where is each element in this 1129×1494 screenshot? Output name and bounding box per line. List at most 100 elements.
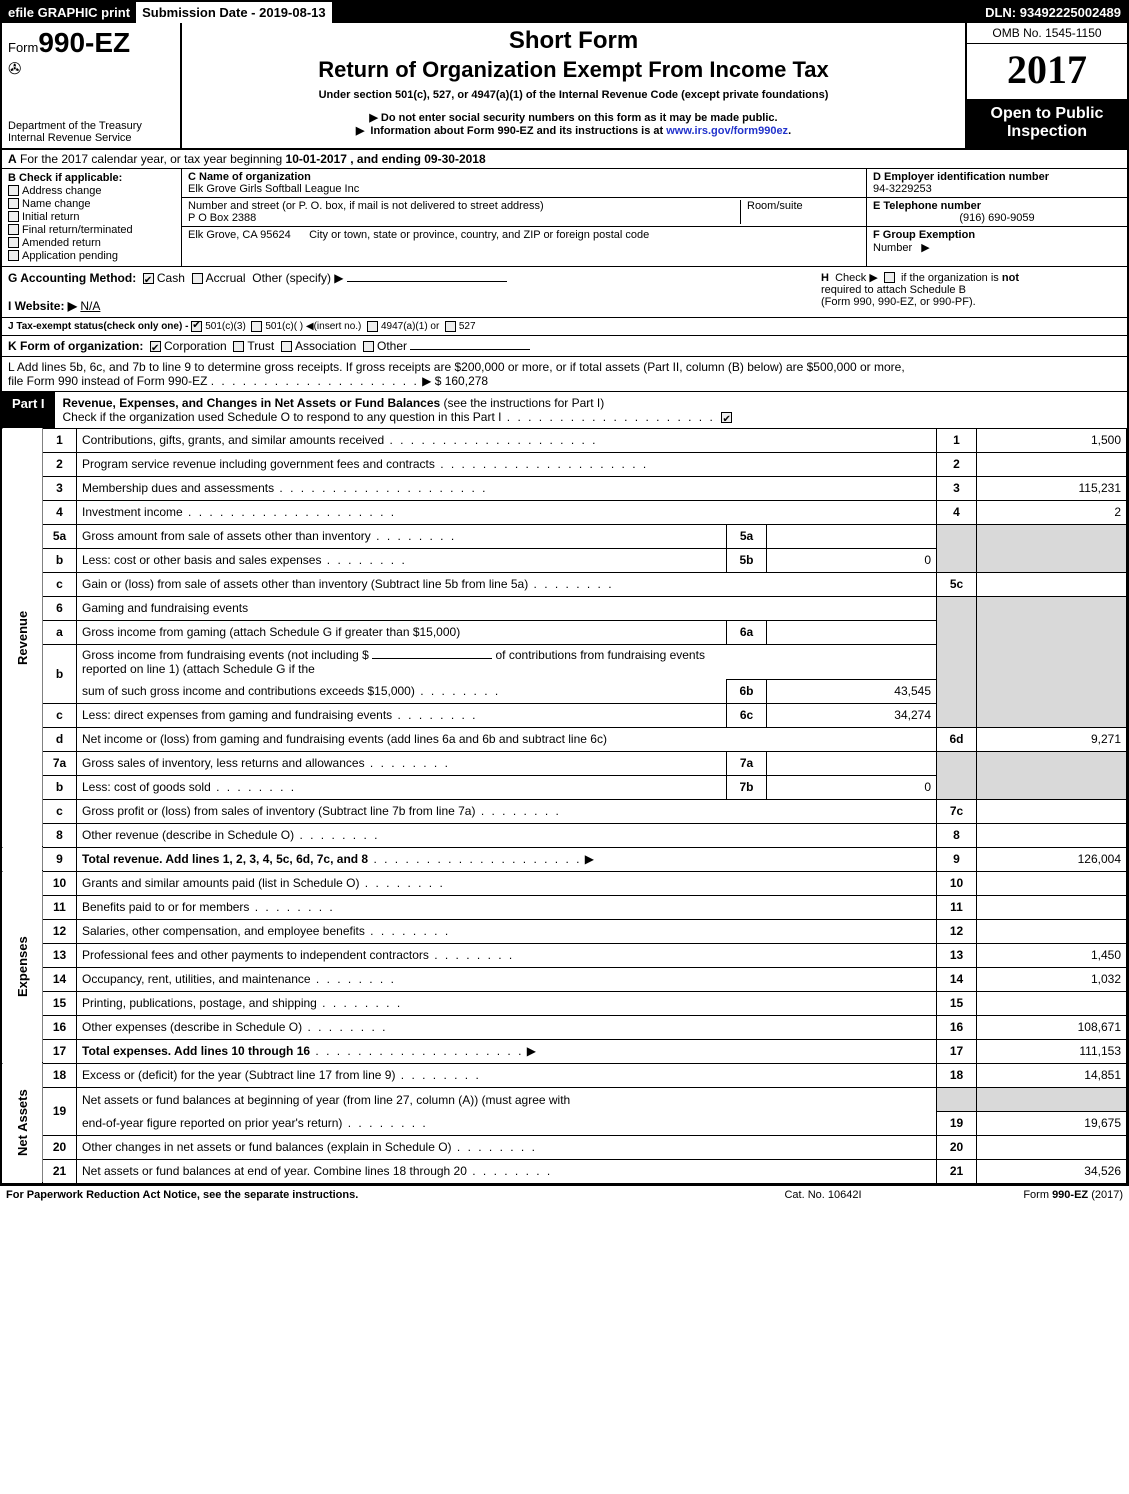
l-text1: L Add lines 5b, 6c, and 7b to line 9 to … xyxy=(8,360,905,374)
amt-14: 1,032 xyxy=(977,967,1127,991)
desc-6c-text: Less: direct expenses from gaming and fu… xyxy=(82,708,392,722)
subv-5a xyxy=(767,524,937,548)
num-15: 15 xyxy=(937,991,977,1015)
chk-527[interactable] xyxy=(445,321,456,332)
ln-1: 1 xyxy=(43,428,77,452)
chk-application-pending[interactable]: Application pending xyxy=(8,250,175,262)
footer-right: Form 990-EZ (2017) xyxy=(923,1189,1123,1201)
chk-other-org[interactable] xyxy=(363,341,374,352)
num-13: 13 xyxy=(937,943,977,967)
ln-16: 16 xyxy=(43,1015,77,1039)
city-value: Elk Grove, CA 95624 xyxy=(188,229,291,241)
footer: For Paperwork Reduction Act Notice, see … xyxy=(0,1186,1129,1204)
subv-7a xyxy=(767,751,937,775)
other-specify-line[interactable] xyxy=(347,281,507,282)
sub-6b: 6b xyxy=(727,679,767,703)
chk-corp[interactable] xyxy=(150,341,161,352)
ln-7b: b xyxy=(43,775,77,799)
chk-h[interactable] xyxy=(884,272,895,283)
footer-r-post: (2017) xyxy=(1088,1189,1123,1201)
label-b: B xyxy=(8,172,16,184)
arrow-line-1: Do not enter social security numbers on … xyxy=(190,111,957,124)
desc-6b-2: sum of such gross income and contributio… xyxy=(77,679,727,703)
arrow1-text: Do not enter social security numbers on … xyxy=(381,112,778,124)
ln-17: 17 xyxy=(43,1039,77,1063)
part1-title-rest: (see the instructions for Part I) xyxy=(440,396,604,410)
desc-1: Contributions, gifts, grants, and simila… xyxy=(77,428,937,452)
ln-6: 6 xyxy=(43,596,77,620)
ln-20: 20 xyxy=(43,1135,77,1159)
submission-date-value: 2019-08-13 xyxy=(259,5,326,20)
desc-12-text: Salaries, other compensation, and employ… xyxy=(82,924,365,938)
ln-6c: c xyxy=(43,703,77,727)
open-line2: Inspection xyxy=(1007,123,1087,140)
chk-accrual[interactable] xyxy=(192,273,203,284)
ln-3: 3 xyxy=(43,476,77,500)
chk-assoc[interactable] xyxy=(281,341,292,352)
desc-9-text: Total revenue. Add lines 1, 2, 3, 4, 5c,… xyxy=(82,852,368,866)
amt-16: 108,671 xyxy=(977,1015,1127,1039)
footer-mid: Cat. No. 10642I xyxy=(723,1189,923,1201)
instructions-link[interactable]: www.irs.gov/form990ez xyxy=(666,125,788,137)
chk-name-change[interactable]: Name change xyxy=(8,198,175,210)
rev-spacer xyxy=(2,847,43,871)
form-prefix: Form xyxy=(8,40,38,55)
l-text2: file Form 990 instead of Form 990-EZ xyxy=(8,374,207,388)
ln-6a: a xyxy=(43,620,77,644)
desc-7c: Gross profit or (loss) from sales of inv… xyxy=(77,799,937,823)
chk-address-change[interactable]: Address change xyxy=(8,185,175,197)
desc-17: Total expenses. Add lines 10 through 16 … xyxy=(77,1039,937,1063)
desc-21: Net assets or fund balances at end of ye… xyxy=(77,1159,937,1183)
label-a: A xyxy=(8,152,17,166)
num-20: 20 xyxy=(937,1135,977,1159)
num-8: 8 xyxy=(937,823,977,847)
chk-4947[interactable] xyxy=(367,321,378,332)
amt-17: 111,153 xyxy=(977,1039,1127,1063)
chk-initial-return[interactable]: Initial return xyxy=(8,211,175,223)
part1-check-line: Check if the organization used Schedule … xyxy=(63,410,502,424)
chk-501c[interactable] xyxy=(251,321,262,332)
desc-18-text: Excess or (deficit) for the year (Subtra… xyxy=(82,1068,395,1082)
ln-7c: c xyxy=(43,799,77,823)
form-number: Form990-EZ xyxy=(8,27,174,59)
chk-trust[interactable] xyxy=(233,341,244,352)
blank-6b[interactable] xyxy=(372,658,492,659)
chk-amended-return[interactable]: Amended return xyxy=(8,237,175,249)
chk-final-return[interactable]: Final return/terminated xyxy=(8,224,175,236)
room-label: Room/suite xyxy=(747,200,803,212)
ein-value: 94-3229253 xyxy=(873,183,932,195)
amt-3: 115,231 xyxy=(977,476,1127,500)
org-name: Elk Grove Girls Softball League Inc xyxy=(188,183,359,195)
arrow2-post: . xyxy=(788,125,791,137)
desc-6b-d3: reported on line 1) (attach Schedule G i… xyxy=(82,662,315,676)
chk-501c3[interactable] xyxy=(191,321,202,332)
amt-1: 1,500 xyxy=(977,428,1127,452)
sub-5b: 5b xyxy=(727,548,767,572)
num-19: 19 xyxy=(937,1111,977,1135)
ln-13: 13 xyxy=(43,943,77,967)
g-accounting: G Accounting Method: Cash Accrual Other … xyxy=(8,271,821,313)
subv-5b: 0 xyxy=(767,548,937,572)
header-right: OMB No. 1545-1150 2017 Open to Public In… xyxy=(967,23,1127,148)
ln-5c: c xyxy=(43,572,77,596)
desc-6: Gaming and fundraising events xyxy=(77,596,937,620)
num-11: 11 xyxy=(937,895,977,919)
ein-label: D Employer identification number xyxy=(873,171,1049,183)
ln-5b: b xyxy=(43,548,77,572)
desc-4-text: Investment income xyxy=(82,505,183,519)
ln-11: 11 xyxy=(43,895,77,919)
ln-10: 10 xyxy=(43,871,77,895)
num-10: 10 xyxy=(937,871,977,895)
opt-other: Other (specify) ▶ xyxy=(252,271,343,285)
sub-7a: 7a xyxy=(727,751,767,775)
submission-date: Submission Date - 2019-08-13 xyxy=(136,2,334,23)
chk-schedule-o[interactable] xyxy=(721,412,732,423)
desc-13: Professional fees and other payments to … xyxy=(77,943,937,967)
desc-14: Occupancy, rent, utilities, and maintena… xyxy=(77,967,937,991)
desc-2: Program service revenue including govern… xyxy=(77,452,937,476)
f-group: F Group Exemption Number ▶ xyxy=(867,227,1127,256)
arrow2-pre: Information about Form 990-EZ and its in… xyxy=(370,125,666,137)
k-other-line[interactable] xyxy=(410,349,530,350)
desc-11-text: Benefits paid to or for members xyxy=(82,900,249,914)
chk-cash[interactable] xyxy=(143,273,154,284)
